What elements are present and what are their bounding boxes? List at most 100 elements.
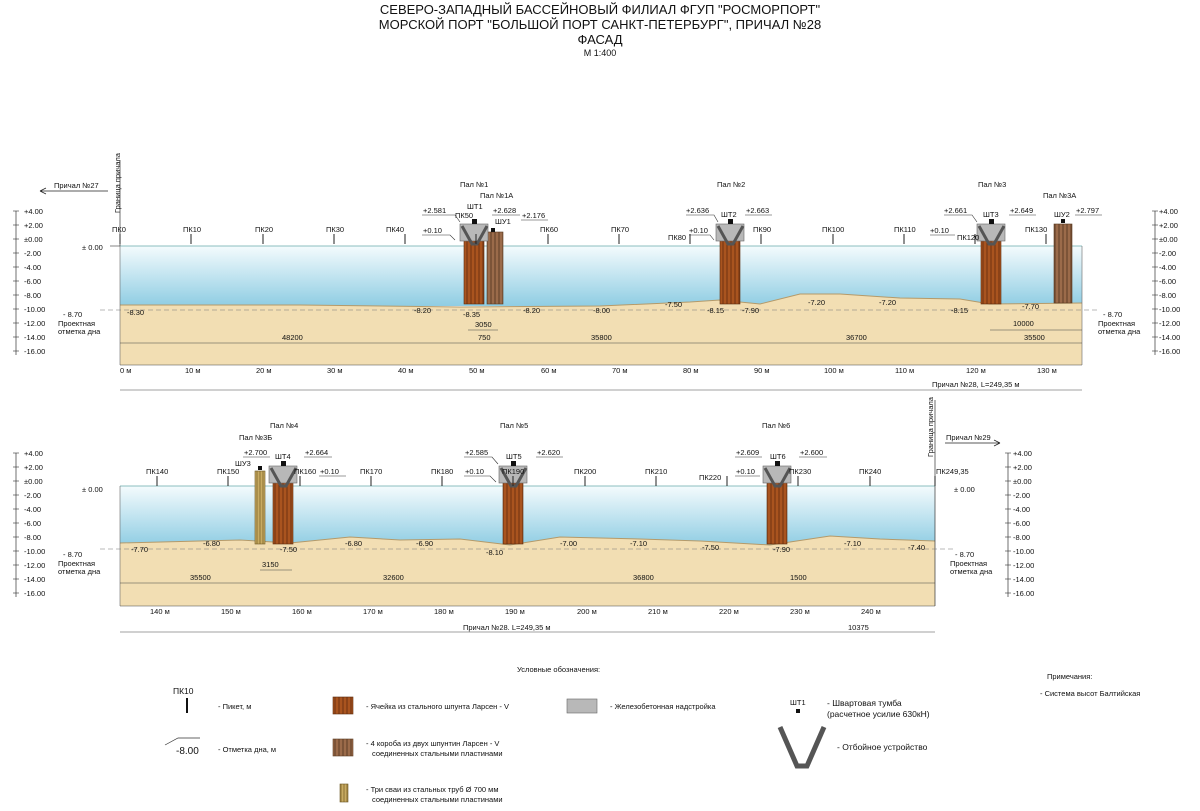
pk-label: ПК40 [386,225,404,234]
axis-label: 70 м [612,366,628,375]
top-seabed-line [120,293,1083,308]
pk-label: ПК90 [753,225,771,234]
bollard-u2-icon [1061,219,1065,223]
axis-label: 230 м [790,607,810,616]
elev-tag: +2.649 [1010,206,1033,215]
scale-label: +4.00 [24,207,43,216]
design-depth-label: отметка дна [58,567,101,576]
pk-label: ПК70 [611,225,629,234]
scale-label: -14.00 [1013,575,1034,584]
zero-level-label: ± 0.00 [82,485,103,494]
depth-tag: -8.20 [523,306,540,315]
design-depth-label: отметка дна [950,567,993,576]
pal-label: Пал №3 [978,180,1006,189]
steel-cell-swatch [332,696,354,715]
elevation-scale-bottom-left: +4.00 +2.00 ±0.00 -2.00 -4.00 -6.00 -8.00 -10.0… [13,449,45,598]
scale-label: +2.00 [1159,221,1178,230]
bollard-6-icon [775,461,780,466]
elevation-scale-bottom-right: +4.00 +2.00 ±0.00 -2.00 -4.00 -6.00 -8.00 -10.0… [1005,449,1034,598]
bollard-label: ШТ6 [770,452,786,461]
scale-label: -16.00 [1013,589,1034,598]
depth-tag: -8.10 [486,548,503,557]
depth-tag: -7.20 [879,298,896,307]
depth-tag: -8.35 [463,310,480,319]
bollard-label: ШТ3 [983,210,999,219]
scale-label: -12.00 [1013,561,1034,570]
scale-label: -2.00 [24,249,41,258]
dim-value: 48200 [282,333,303,342]
axis-label: 20 м [256,366,272,375]
elev-tag: +2.661 [944,206,967,215]
bollard-2-icon [728,219,733,224]
bollard-5-icon [511,461,516,466]
dim-value: 3150 [262,560,279,569]
pk-label: ПК80 [668,233,686,242]
axis-label: 30 м [327,366,343,375]
pal-label: Пал №4 [270,421,298,430]
concrete-swatch [566,698,598,714]
axis-label: 0 м [120,366,131,375]
zero-level-label: ± 0.00 [954,485,975,494]
axis-label: 200 м [577,607,597,616]
legend-title: Условные обозначения: [517,665,600,674]
pk-label: ПК100 [822,225,844,234]
scale-label: -10.00 [1013,547,1034,556]
fender-2 [716,225,745,246]
elev-tag: +2.663 [746,206,769,215]
legend-bollard-sample: ШТ1 [790,698,806,707]
fender-4 [269,467,298,488]
axis-label: 150 м [221,607,241,616]
elevation-scale-top-left: +4.00 +2.00 ±0.00 -2.00 -4.00 -6.00 -8.00 -10.0… [13,207,45,356]
axis-label: 160 м [292,607,312,616]
notes-item: - Система высот Балтийская [1040,689,1140,698]
scale-label: -2.00 [1159,249,1176,258]
legend-pk-label: - Пикет, м [218,702,251,711]
title-port: МОРСКОЙ ПОРТ "БОЛЬШОЙ ПОРТ САНКТ-ПЕТЕРБУ… [378,17,822,32]
scale-label: -14.00 [1159,333,1180,342]
axis-label: 50 м [469,366,485,375]
pk-label: ПК10 [183,225,201,234]
bollard-label: ШТ5 [506,452,522,461]
scale-label: -6.00 [1013,519,1030,528]
design-depth-value: - 8.70 [63,310,82,319]
scale-label: -4.00 [24,505,41,514]
pal-3a-boxes [1053,223,1073,304]
fender-icon [777,726,827,769]
bollard-label: ШТ4 [275,452,291,461]
top-soil [120,294,1082,365]
title-organization: СЕВЕРО-ЗАПАДНЫЙ БАССЕЙНОВЫЙ ФИЛИАЛ ФГУП … [379,2,821,17]
pk-label: ПК249,35 [936,467,969,476]
scale-label: -14.00 [24,333,45,342]
top-pk-labels: ПК0 ПК10 ПК20 ПК30 ПК40 ПК50 ПК60 ПК70 П… [112,211,1047,242]
axis-label: 90 м [754,366,770,375]
axis-label: 140 м [150,607,170,616]
design-depth-label: Проектная [1098,319,1135,328]
design-depth-label: отметка дна [58,327,101,336]
scale-label: -6.00 [24,519,41,528]
bollard-label: ШУ3 [235,459,251,468]
pal-1a-boxes [486,231,504,305]
depth-tag: -7.90 [742,306,759,315]
scale-label: +2.00 [24,221,43,230]
pal-label: Пал №1 [460,180,488,189]
pk-label: ПК30 [326,225,344,234]
dim-value: 3050 [475,320,492,329]
pal-label: Пал №3А [1043,191,1076,200]
legend-box-label: - 4 короба из двух шпунтин Ларсен - V [366,739,499,748]
depth-tag: -7.40 [908,543,925,552]
prichal-29-label: Причал №29 [946,433,991,442]
scale-label: -8.00 [24,291,41,300]
pk-label: ПК180 [431,467,453,476]
dim-value: 36700 [846,333,867,342]
legend-fender-label: - Отбойное устройство [837,742,928,752]
design-depth-value: - 8.70 [955,550,974,559]
scale-label: -16.00 [1159,347,1180,356]
axis-label: 220 м [719,607,739,616]
bollard-label: ШУ2 [1054,210,1070,219]
design-depth-label: Проектная [950,559,987,568]
pk-label: ПК20 [255,225,273,234]
scale-label: -4.00 [1159,263,1176,272]
axis-label: 210 м [648,607,668,616]
pal-label: Пал №3Б [239,433,272,442]
drawing-title: СЕВЕРО-ЗАПАДНЫЙ БАССЕЙНОВЫЙ ФИЛИАЛ ФГУП … [0,0,1200,59]
